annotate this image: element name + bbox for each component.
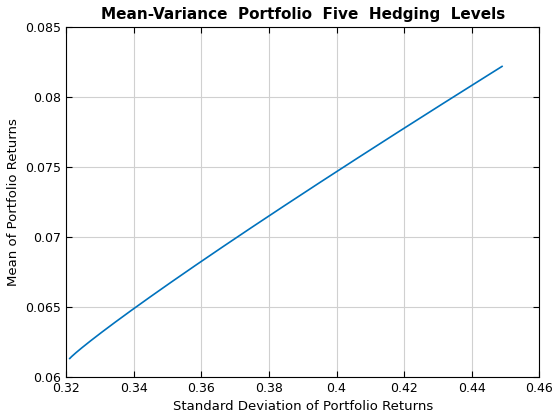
Efficient Frontier [67,355,74,360]
Y-axis label: Mean of Portfolio Returns: Mean of Portfolio Returns [7,118,20,286]
Efficient Frontier [67,356,73,361]
X-axis label: Standard Deviation of Portfolio Returns: Standard Deviation of Portfolio Returns [172,400,433,413]
Efficient Frontier [498,64,505,69]
Efficient Frontier [313,182,320,187]
Efficient Frontier [426,110,432,115]
Line: Efficient Frontier: Efficient Frontier [70,66,502,359]
Efficient Frontier [312,183,319,188]
Efficient Frontier [455,91,462,96]
Efficient Frontier [321,177,328,182]
Title: Mean-Variance  Portfolio  Five  Hedging  Levels: Mean-Variance Portfolio Five Hedging Lev… [101,7,505,22]
